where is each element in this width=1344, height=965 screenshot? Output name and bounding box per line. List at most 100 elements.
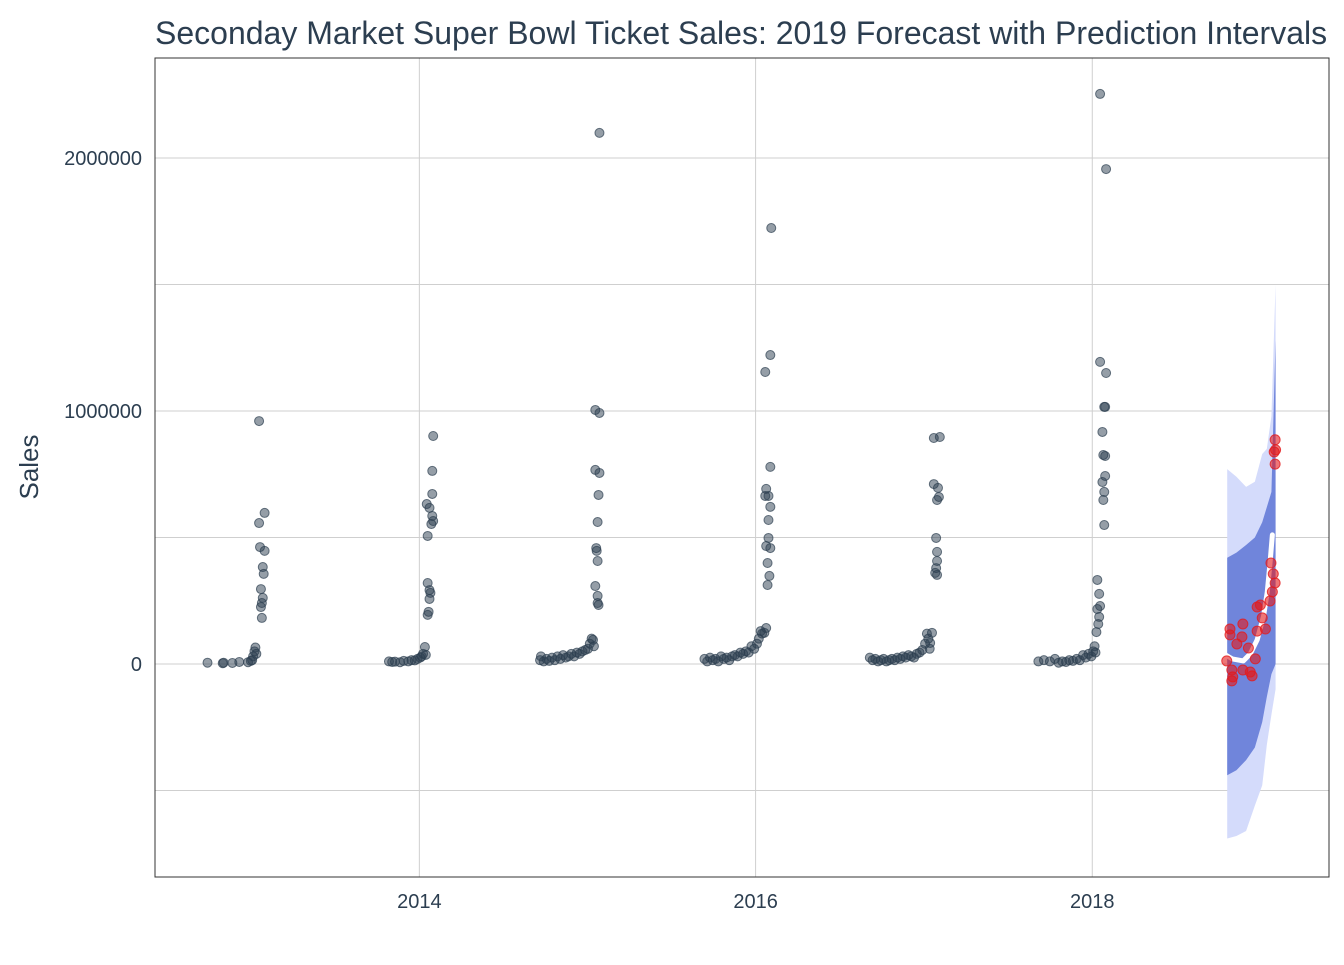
actual-point <box>594 467 605 478</box>
actual-point <box>1092 574 1103 585</box>
x-tick-label: 2014 <box>397 891 442 913</box>
actual-point <box>259 507 270 518</box>
y-tick-label: 2000000 <box>64 148 142 170</box>
predicted-point <box>1224 629 1236 641</box>
actual-point <box>422 609 433 620</box>
actual-point <box>590 581 601 592</box>
actual-point <box>255 602 266 613</box>
actual-point <box>1097 477 1108 488</box>
predicted-point <box>1269 434 1281 446</box>
actual-point <box>202 657 213 668</box>
actual-point <box>759 627 770 638</box>
actual-point <box>763 515 774 525</box>
actual-point <box>762 558 773 569</box>
actual-point <box>427 465 438 476</box>
actual-point <box>765 461 776 472</box>
y-axis-label: Sales <box>14 434 44 499</box>
chart-title: Seconday Market Super Bowl Ticket Sales:… <box>155 15 1327 51</box>
actual-point <box>427 488 438 499</box>
actual-point <box>592 517 603 528</box>
predicted-point <box>1249 653 1261 665</box>
predicted-point <box>1231 638 1243 650</box>
actual-point <box>254 416 265 427</box>
y-tick-label: 0 <box>131 654 142 676</box>
tick-labels: 2014 2016 2018 0 1000000 2000000 <box>64 148 1114 913</box>
gridlines <box>155 58 1329 877</box>
predicted-point <box>1264 595 1276 607</box>
actual-point <box>765 543 776 554</box>
actual-point <box>424 593 435 604</box>
actual-point <box>931 532 942 543</box>
actual-point <box>925 637 936 648</box>
plot-panel-border <box>154 57 1330 878</box>
predicted-point <box>1242 642 1254 654</box>
actual-point <box>1101 164 1112 175</box>
actual-point <box>932 569 943 580</box>
actual-point <box>765 501 776 512</box>
actual-point <box>258 568 269 579</box>
actual-point <box>1091 627 1102 638</box>
actual-point <box>1101 368 1112 378</box>
actual-point <box>926 627 937 638</box>
actual-point <box>1099 486 1110 497</box>
actual-point <box>766 223 777 234</box>
actual-point <box>760 366 771 377</box>
actual-point <box>588 641 599 652</box>
actual-point <box>932 482 943 493</box>
predicted-point <box>1267 568 1279 580</box>
actual-point <box>256 612 267 623</box>
predicted-point <box>1265 557 1277 569</box>
predicted-points <box>1221 434 1282 687</box>
actual-point <box>259 545 270 556</box>
predicted-point <box>1246 670 1258 682</box>
actual-point <box>1097 426 1108 437</box>
actual-point <box>1098 495 1109 506</box>
actual-point <box>594 407 605 418</box>
actual-point <box>762 580 773 591</box>
actual-point <box>1095 88 1106 99</box>
actual-point <box>218 657 229 668</box>
actual-point <box>1095 356 1106 367</box>
actual-point <box>1100 450 1111 461</box>
predicted-point <box>1268 446 1280 458</box>
predicted-point <box>1266 586 1278 598</box>
actual-point <box>255 584 266 595</box>
y-tick-label: 1000000 <box>64 401 142 423</box>
actual-point <box>932 495 943 506</box>
actual-point <box>932 546 943 557</box>
x-tick-label: 2018 <box>1070 891 1115 913</box>
actual-point <box>254 518 265 529</box>
actual-point <box>1100 401 1111 412</box>
actual-point <box>426 519 437 530</box>
predicted-point <box>1256 612 1268 624</box>
actual-point <box>420 649 431 660</box>
predicted-point <box>1237 664 1249 676</box>
actual-point <box>592 555 603 566</box>
actual-point <box>765 350 776 361</box>
actual-point <box>1099 520 1110 531</box>
predicted-point <box>1269 458 1281 470</box>
actual-point <box>763 532 774 543</box>
actual-point <box>1090 647 1101 658</box>
actual-points <box>202 88 1112 669</box>
actual-point <box>591 545 602 556</box>
actual-point <box>422 530 433 541</box>
x-tick-label: 2016 <box>733 891 778 913</box>
actual-point <box>1093 618 1104 629</box>
predicted-point <box>1226 675 1238 687</box>
predicted-point <box>1221 655 1233 667</box>
actual-point <box>760 490 771 501</box>
predicted-point <box>1251 625 1263 637</box>
actual-point <box>1094 588 1105 599</box>
actual-point <box>764 570 775 581</box>
actual-point <box>251 648 262 659</box>
predicted-point <box>1251 601 1263 613</box>
actual-point <box>934 432 945 443</box>
actual-point <box>428 431 439 441</box>
actual-point <box>594 127 605 138</box>
actual-point <box>234 656 245 667</box>
actual-point <box>593 600 604 611</box>
predicted-point <box>1237 618 1249 630</box>
actual-point <box>593 489 604 500</box>
